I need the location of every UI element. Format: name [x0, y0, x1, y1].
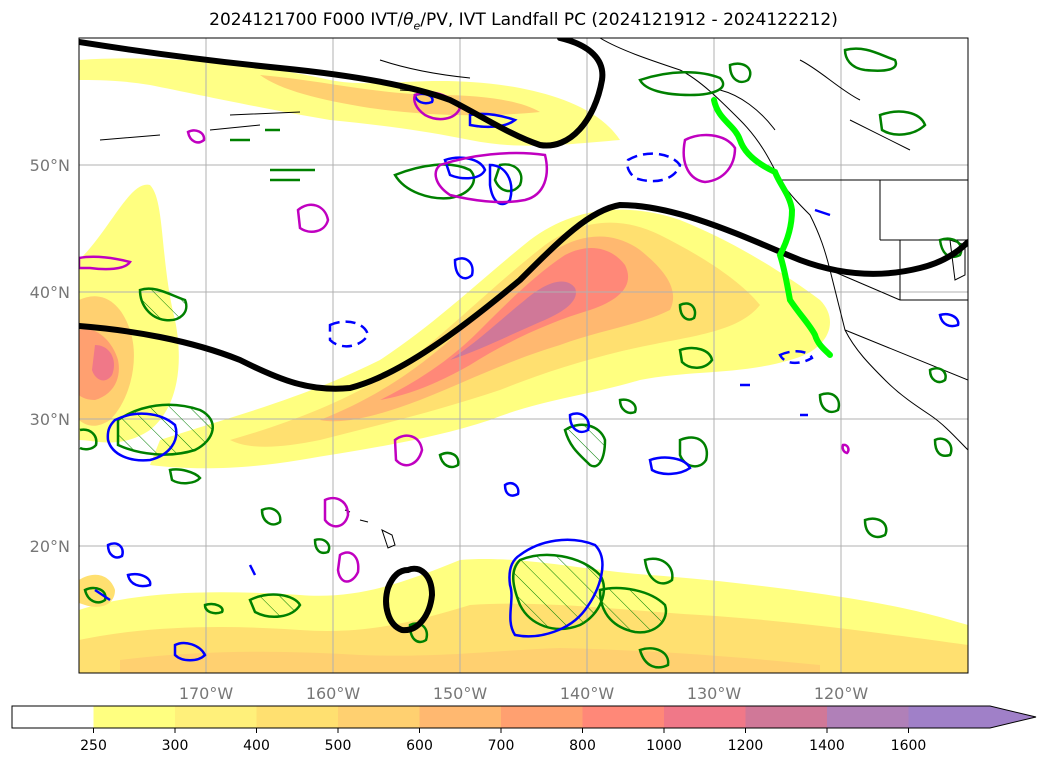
ivt-pc-lines [79, 38, 968, 634]
colorbar-segment [419, 706, 502, 728]
colorbar-segment [256, 706, 339, 728]
colorbar-segment [501, 706, 583, 728]
grid-lines [79, 38, 968, 673]
lon-label-150: 150°W [433, 684, 488, 703]
title-prefix: 2024121700 F000 IVT/ [209, 10, 404, 30]
colorbar-segment [582, 706, 665, 728]
theta-e-contours [94, 92, 960, 662]
colorbar-tick-label: 600 [406, 738, 433, 754]
lon-label-140: 140°W [560, 684, 615, 703]
colorbar-segment [908, 706, 991, 728]
colorbar-segment [93, 706, 176, 728]
lon-label-120: 120°W [814, 684, 869, 703]
map-frame [78, 37, 969, 674]
colorbar: 250 300 400 500 600 700 800 1000 1200 1400 1600 [11, 705, 1037, 754]
colorbar-tick-label: 400 [243, 738, 270, 754]
colorbar-segment [338, 706, 420, 728]
pv-contours [79, 47, 963, 669]
lon-label-170: 170°W [179, 684, 234, 703]
colorbar-tick-label: 1600 [891, 738, 927, 754]
colorbar-outline [11, 705, 1037, 729]
lat-label-20: 20°N [30, 537, 70, 556]
colorbar-segment [175, 706, 257, 728]
lon-labels: 170°W 160°W 150°W 140°W 130°W 120°W [179, 684, 869, 703]
colorbar-tick-label: 800 [569, 738, 596, 754]
lon-label-160: 160°W [306, 684, 361, 703]
title-theta: θ [403, 10, 414, 30]
colorbar-segment [827, 706, 909, 728]
colorbar-segment [12, 706, 94, 728]
colorbar-tick-label: 500 [325, 738, 352, 754]
colorbar-segment [664, 706, 746, 728]
lat-label-50: 50°N [30, 156, 70, 175]
colorbar-tick-label: 250 [80, 738, 107, 754]
colorbar-tick-label: 1200 [728, 738, 764, 754]
title-theta-sub: e [413, 19, 421, 33]
ivt-anomaly-contours [79, 91, 850, 583]
lon-label-130: 130°W [687, 684, 742, 703]
colorbar-tick-label: 700 [488, 738, 515, 754]
landfall-line [711, 97, 833, 358]
lat-labels: 50°N 40°N 30°N 20°N [30, 156, 70, 556]
map-plot-area [79, 38, 968, 673]
colorbar-tick-label: 300 [162, 738, 189, 754]
colorbar-tick-label: 1000 [646, 738, 682, 754]
colorbar-extend-arrow [990, 706, 1036, 728]
colorbar-tick-label: 1400 [809, 738, 845, 754]
title-suffix: /PV, IVT Landfall PC (2024121912 - 20241… [420, 10, 838, 30]
lat-label-40: 40°N [30, 283, 70, 302]
lat-label-30: 30°N [30, 410, 70, 429]
map-title: 2024121700 F000 IVT/θe/PV, IVT Landfall … [0, 10, 1047, 32]
colorbar-segment [745, 706, 828, 728]
